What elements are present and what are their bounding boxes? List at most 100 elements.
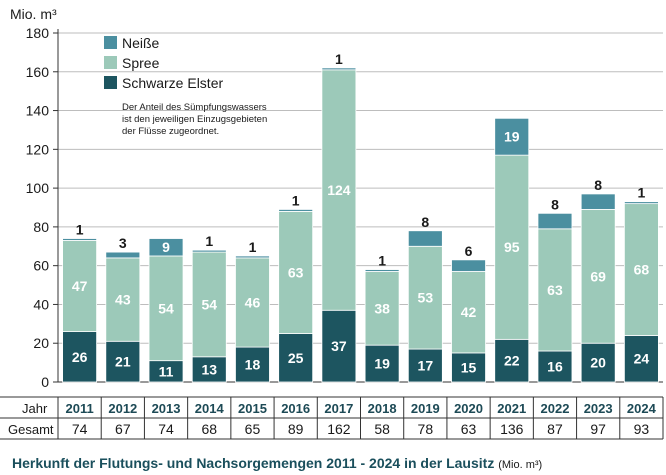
data-label: 8 [421,214,429,230]
total-label: 67 [115,421,131,437]
bar-segment-spree [407,245,443,350]
x-tick-label: 2023 [584,401,613,416]
data-label: 1 [335,51,343,67]
legend-swatch [104,76,117,89]
legend-note: ist den jeweiligen Einzugsgebieten [122,114,267,125]
y-tick-label: 140 [26,103,50,119]
y-tick-label: 180 [26,25,50,41]
y-tick-label: 0 [41,374,49,390]
bar-segment-nei-e [62,238,98,241]
data-label: 3 [119,235,127,251]
data-label: 22 [504,353,520,369]
x-tick-label: 2014 [195,401,225,416]
x-tick-label: 2011 [66,401,94,416]
data-label: 24 [634,351,650,367]
bar-segment-nei-e [451,259,486,272]
data-label: 9 [162,239,170,255]
bar-segment-spree [105,257,141,342]
bar-segment-spree [62,240,98,332]
bar-segment-nei-e [537,212,573,230]
bar-segment-schwarze-elster [321,309,357,383]
data-label: 63 [288,264,304,280]
bar-segment-schwarze-elster [537,350,573,383]
data-label: 20 [590,355,606,371]
data-label: 11 [159,363,174,379]
data-label: 18 [245,357,261,373]
data-label: 1 [637,185,645,201]
bar-segment-schwarze-elster [235,346,270,383]
bar-segment-nei-e [105,251,141,259]
y-tick-label: 120 [26,141,50,157]
data-label: 1 [249,239,257,255]
bar-segment-nei-e [494,117,530,156]
bar-segment-schwarze-elster [278,333,314,383]
data-label: 46 [245,295,261,311]
data-label: 26 [72,349,88,365]
bar-segment-nei-e [364,269,400,272]
bar-segment-nei-e [623,201,659,205]
data-label: 63 [547,282,563,298]
chart-title-text: Herkunft der Flutungs- und Nachsorgemeng… [12,455,495,471]
x-tick-label: 2018 [368,401,397,416]
bar-segment-spree [537,228,573,352]
data-label: 13 [201,361,217,377]
data-label: 19 [374,356,390,372]
data-label: 53 [418,290,434,306]
bar-segment-nei-e [407,230,443,247]
bar-segment-schwarze-elster [105,340,141,383]
bar-segment-spree [278,210,314,334]
bar-segment-spree [235,257,270,348]
data-label: 25 [288,350,304,366]
legend-note: Der Anteil des Sümpfungswassers [122,102,267,113]
y-tick-label: 100 [26,180,50,196]
total-label: 63 [461,421,477,437]
bar-segment-nei-e [278,209,314,212]
bar-segment-nei-e [148,238,184,257]
bar-segment-nei-e [580,193,616,210]
bar-segment-schwarze-elster [451,352,486,383]
x-tick-label: 2016 [281,401,310,416]
y-tick-label: 40 [33,296,49,312]
total-label: 97 [590,421,606,437]
bar-segment-spree [451,271,486,354]
total-label: 65 [245,421,261,437]
data-label: 1 [292,192,300,208]
bar-segment-nei-e [191,249,227,253]
legend-note: der Flüsse zugeordnet. [122,126,219,137]
total-label: 58 [374,421,390,437]
total-label: 89 [288,421,304,437]
data-label: 8 [594,177,602,193]
total-label: 136 [500,421,524,437]
bar-segment-schwarze-elster [494,338,530,383]
data-label: 15 [461,359,477,375]
legend-label: Spree [122,55,160,71]
data-label: 37 [331,338,347,354]
bar-segment-spree [321,69,357,311]
bar-segment-nei-e [235,255,270,259]
total-label: 74 [72,421,88,437]
data-label: 54 [158,300,174,316]
total-label: 78 [418,421,434,437]
total-label: 68 [201,421,217,437]
data-label: 1 [378,253,386,269]
data-label: 6 [465,243,473,259]
chart-title: Herkunft der Flutungs- und Nachsorgemeng… [12,455,542,471]
x-tick-label: 2022 [541,401,570,416]
x-tick-label: 2017 [324,401,353,416]
data-label: 17 [418,358,434,374]
row-label-total: Gesamt [8,422,54,437]
data-label: 38 [374,300,390,316]
x-tick-label: 2020 [454,401,483,416]
data-label: 21 [115,354,131,370]
bar-segment-schwarze-elster [407,348,443,383]
x-tick-label: 2024 [627,401,657,416]
x-tick-label: 2015 [238,401,267,416]
total-label: 74 [158,421,174,437]
data-label: 95 [504,239,520,255]
legend-swatch [104,56,117,69]
data-label: 124 [327,182,351,198]
data-label: 1 [205,233,213,249]
y-tick-label: 60 [33,258,49,274]
bar-segment-nei-e [321,67,357,71]
data-label: 1 [76,222,84,238]
